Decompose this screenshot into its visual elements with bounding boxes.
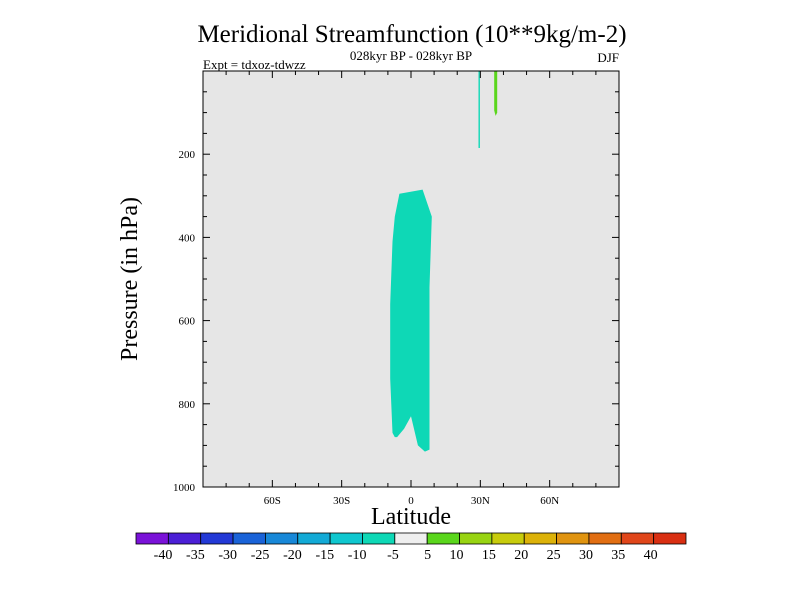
colorbar-swatch <box>588 532 622 545</box>
colorbar-level-label: 40 <box>644 548 658 563</box>
y-tick-label: 1000 <box>173 482 196 494</box>
colorbar-swatch <box>135 532 169 545</box>
contour-regions <box>390 71 498 452</box>
colorbar-swatch <box>200 532 234 545</box>
contour-region-positive-strip <box>494 71 498 116</box>
colorbar-swatch <box>426 532 460 545</box>
colorbar-swatch <box>459 532 493 545</box>
colorbar-level-label: 25 <box>547 548 561 563</box>
colorbar-swatch <box>362 532 396 545</box>
colorbar-swatch <box>556 532 590 545</box>
colorbar-level-label: 15 <box>482 548 496 563</box>
colorbar-level-label: -40 <box>154 548 173 563</box>
minor-ticks <box>203 71 619 487</box>
colorbar-swatch <box>523 532 557 545</box>
y-tick-label: 800 <box>179 399 196 411</box>
colorbar-swatch <box>297 532 331 545</box>
experiment-label: Expt = tdxoz-tdwzz <box>203 57 306 72</box>
colorbar-swatch <box>394 532 428 545</box>
x-axis-ticks: 60S 30S 0 30N 60N <box>264 71 559 507</box>
season-label: DJF <box>597 50 619 65</box>
colorbar-swatch <box>329 532 363 545</box>
colorbar-level-label: 30 <box>579 548 593 563</box>
x-tick-label: 0 <box>408 495 414 507</box>
y-axis-ticks: 200 400 600 800 1000 <box>173 149 619 494</box>
colorbar-level-label: -15 <box>315 548 334 563</box>
colorbar-swatch <box>265 532 299 545</box>
x-tick-label: 60S <box>264 495 281 507</box>
colorbar-level-label: 10 <box>450 548 464 563</box>
colorbar-swatch <box>653 532 687 545</box>
colorbar-swatch <box>232 532 266 545</box>
colorbar-swatch <box>620 532 655 545</box>
y-tick-label: 400 <box>179 232 196 244</box>
colorbar-level-label: 35 <box>611 548 625 563</box>
contour-region-negative-cell <box>390 189 432 452</box>
colorbar: -40 -35 -30 -25 -20 -15 -10 -5 5 10 15 20 25 30 35 40 <box>135 532 687 563</box>
colorbar-level-label: 5 <box>424 548 431 563</box>
y-tick-label: 600 <box>179 316 196 328</box>
x-axis-label: Latitude <box>371 504 451 530</box>
colorbar-swatch <box>167 532 202 545</box>
y-tick-label: 200 <box>179 149 196 161</box>
colorbar-level-label: -20 <box>283 548 302 563</box>
x-tick-label: 60N <box>540 495 559 507</box>
colorbar-level-label: -25 <box>251 548 270 563</box>
y-axis-label: Pressure (in hPa) <box>117 197 143 361</box>
colorbar-level-label: -5 <box>387 548 399 563</box>
contour-region-negative-thin-strip <box>478 71 480 148</box>
chart-title: Meridional Streamfunction (10**9kg/m-2) <box>197 21 626 48</box>
x-tick-label: 30N <box>471 495 490 507</box>
colorbar-level-label: -30 <box>218 548 237 563</box>
colorbar-level-label: 20 <box>514 548 528 563</box>
x-tick-label: 30S <box>333 495 350 507</box>
colorbar-level-label: -35 <box>186 548 205 563</box>
colorbar-level-label: -10 <box>348 548 367 563</box>
colorbar-swatch <box>491 532 525 545</box>
chart-subtitle: 028kyr BP - 028kyr BP <box>350 48 472 63</box>
